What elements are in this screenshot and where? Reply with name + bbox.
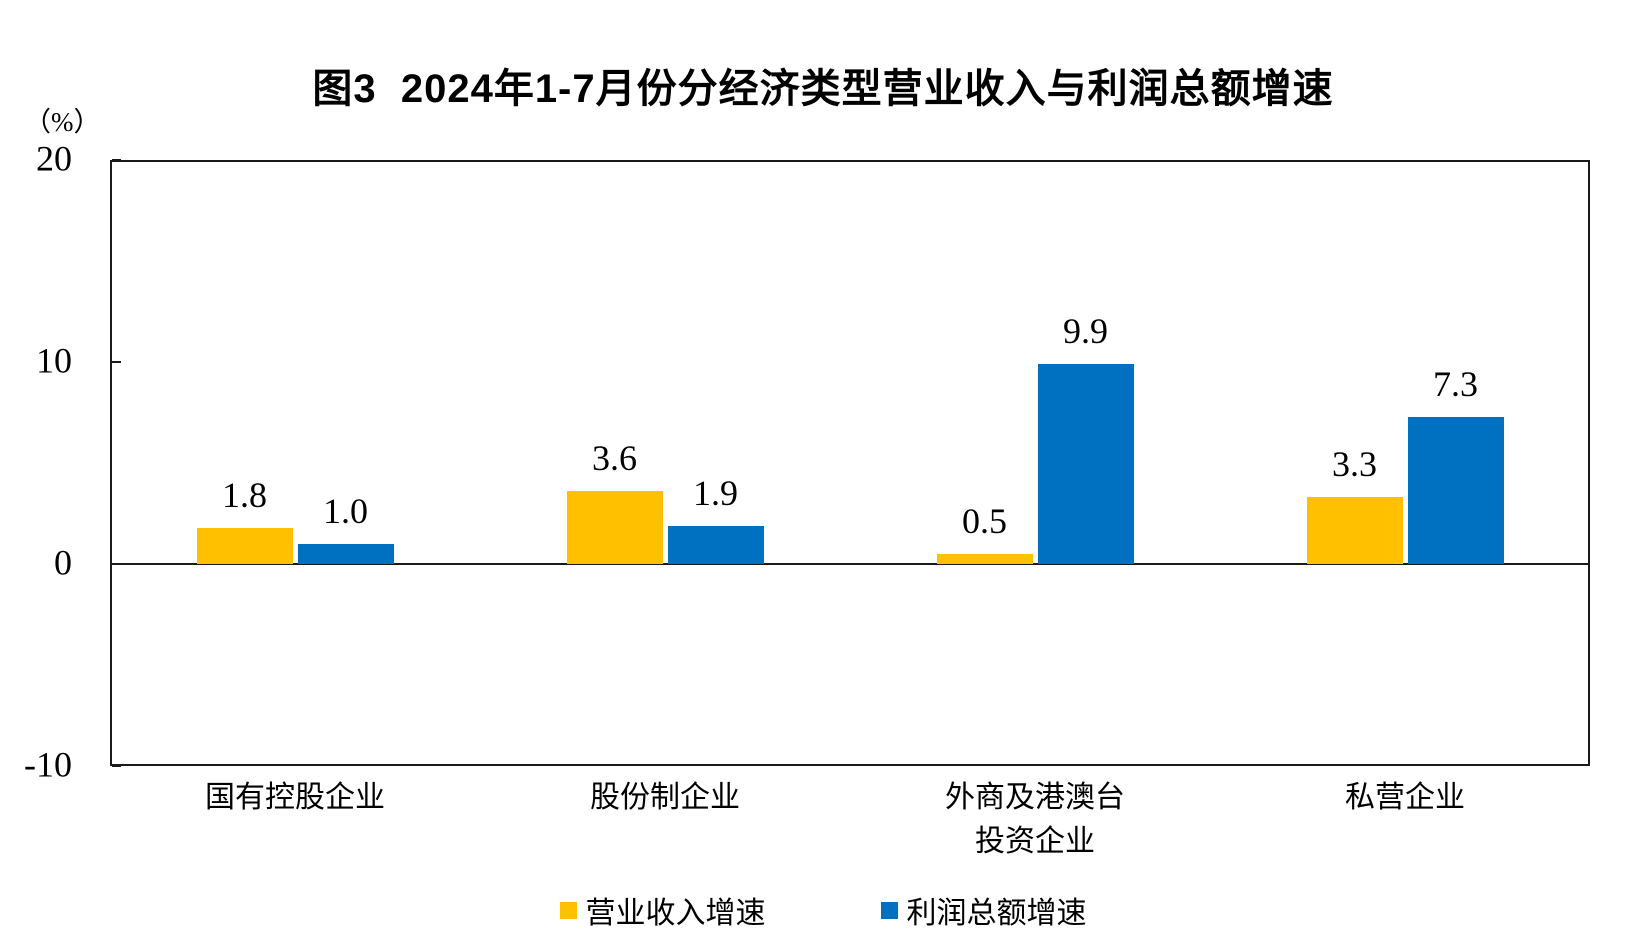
legend-label: 利润总额增速 bbox=[906, 897, 1087, 930]
bar-profit-growth bbox=[1407, 416, 1504, 564]
x-category-label: 私营企业 bbox=[1345, 781, 1465, 814]
chart-title: 图3 2024年1-7月份分经济类型营业收入与利润总额增速 bbox=[312, 67, 1334, 111]
bar-revenue-growth bbox=[936, 553, 1033, 564]
bar-value-label: 7.3 bbox=[1433, 363, 1478, 404]
zero-baseline bbox=[110, 563, 1590, 565]
x-category-label: 国有控股企业 bbox=[205, 781, 385, 814]
bar-value-label: 1.8 bbox=[222, 474, 267, 515]
legend-item: 营业收入增速 bbox=[559, 888, 766, 932]
y-tick-label: 10 bbox=[36, 340, 72, 381]
legend-swatch-icon bbox=[880, 901, 898, 919]
legend: 营业收入增速 利润总额增速 bbox=[0, 888, 1646, 932]
bar-profit-growth bbox=[667, 525, 764, 564]
y-tick-label: -10 bbox=[24, 744, 72, 785]
legend-label: 营业收入增速 bbox=[585, 897, 766, 930]
y-tick-mark bbox=[112, 765, 121, 767]
x-category-label: 外商及港澳台 投资企业 bbox=[945, 781, 1125, 858]
bar-revenue-growth bbox=[566, 491, 663, 564]
legend-item: 利润总额增速 bbox=[880, 888, 1087, 932]
bar-profit-growth bbox=[1037, 364, 1134, 564]
y-tick-mark bbox=[112, 361, 121, 363]
y-axis-unit-label: （%） bbox=[24, 107, 101, 137]
bar-value-label: 9.9 bbox=[1063, 311, 1108, 352]
bar-value-label: 3.3 bbox=[1332, 444, 1377, 485]
y-tick-label: 20 bbox=[36, 138, 72, 179]
bar-value-label: 3.6 bbox=[592, 438, 637, 479]
bar-profit-growth bbox=[297, 543, 394, 564]
legend-swatch-icon bbox=[559, 901, 577, 919]
x-category-label: 股份制企业 bbox=[590, 781, 740, 814]
bar-value-label: 1.0 bbox=[323, 490, 368, 531]
bar-value-label: 1.9 bbox=[693, 472, 738, 513]
bar-value-label: 0.5 bbox=[962, 500, 1007, 541]
y-tick-mark bbox=[112, 159, 121, 161]
plot-area bbox=[110, 160, 1590, 766]
bar-revenue-growth bbox=[196, 527, 293, 564]
bar-revenue-growth bbox=[1306, 497, 1403, 564]
y-tick-label: 0 bbox=[54, 542, 72, 583]
